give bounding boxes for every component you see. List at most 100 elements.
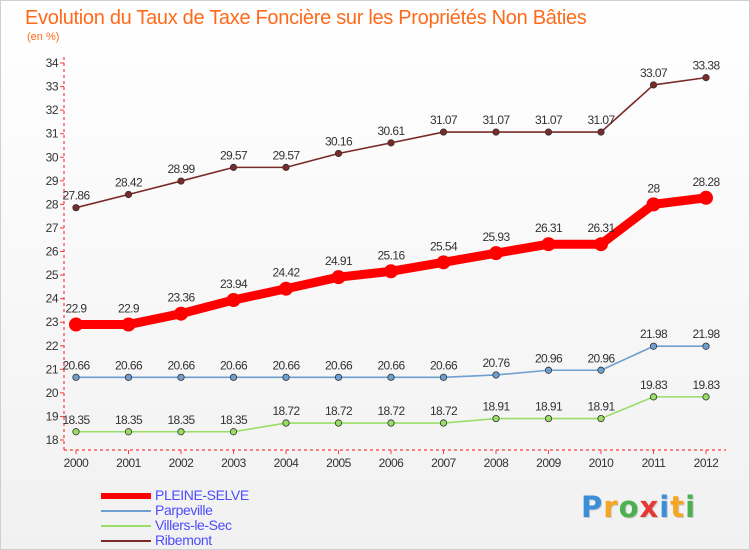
- data-label: 18.72: [377, 404, 405, 418]
- data-label: 33.38: [692, 59, 720, 73]
- data-point: [439, 419, 448, 427]
- logo-letter: i: [685, 490, 697, 524]
- legend-swatch-parpeville: [101, 510, 151, 512]
- data-point: [649, 393, 658, 401]
- data-label: 29.57: [272, 148, 300, 162]
- data-point: [279, 281, 293, 296]
- data-label: 20.96: [587, 351, 615, 365]
- data-label: 31.07: [535, 113, 563, 127]
- data-label: 30.16: [325, 134, 353, 148]
- data-label: 20.66: [272, 358, 300, 372]
- legend-label: Parpeville: [155, 502, 213, 518]
- data-label: 18.35: [167, 413, 195, 427]
- data-label: 23.36: [167, 291, 195, 305]
- data-label: 22.9: [66, 302, 88, 316]
- x-tick-label: 2000: [64, 456, 90, 470]
- data-label: 18.72: [272, 404, 300, 418]
- y-tick-label: 29: [46, 174, 59, 188]
- data-point: [387, 419, 395, 427]
- data-point: [334, 373, 343, 381]
- data-point: [174, 306, 188, 321]
- data-point: [597, 414, 605, 423]
- data-point: [334, 149, 343, 158]
- data-label: 25.93: [482, 230, 510, 244]
- data-label: 29.57: [220, 148, 248, 162]
- legend-swatch-ribemont: [101, 540, 151, 542]
- logo-letter: r: [603, 490, 619, 524]
- y-tick-label: 20: [46, 386, 59, 400]
- logo-letter: i: [659, 490, 671, 524]
- data-point: [387, 139, 395, 147]
- data-point: [492, 371, 500, 379]
- data-label: 26.31: [587, 221, 615, 235]
- x-tick-label: 2002: [169, 456, 195, 470]
- data-point: [334, 419, 343, 427]
- data-label: 24.42: [272, 266, 300, 280]
- data-point: [436, 255, 451, 270]
- data-point: [646, 197, 661, 212]
- data-label: 20.66: [62, 358, 90, 372]
- y-tick-label: 27: [46, 221, 59, 235]
- logo-letter: P: [581, 490, 604, 524]
- data-point: [229, 163, 238, 171]
- data-point: [177, 428, 185, 436]
- data-point: [541, 237, 556, 252]
- data-point: [124, 373, 133, 381]
- data-label: 20.66: [167, 358, 195, 372]
- data-point: [384, 264, 398, 279]
- data-label: 20.66: [325, 358, 353, 372]
- data-point: [544, 366, 553, 374]
- x-tick-label: 2005: [326, 456, 352, 470]
- data-label: 19.83: [692, 378, 720, 392]
- data-point: [229, 428, 238, 436]
- data-point: [69, 317, 83, 332]
- data-label: 20.66: [220, 358, 248, 372]
- legend-swatch-pleine-selve: [101, 493, 151, 499]
- data-point: [594, 237, 608, 252]
- data-label: 20.76: [482, 356, 510, 370]
- data-label: 22.9: [118, 302, 140, 316]
- data-point: [229, 373, 238, 381]
- data-point: [702, 393, 710, 401]
- legend-swatch-villers-le-sec: [101, 525, 151, 527]
- data-point: [702, 74, 710, 82]
- data-point: [282, 419, 290, 427]
- data-point: [597, 366, 605, 374]
- x-tick-label: 2008: [484, 456, 510, 470]
- data-label: 28: [647, 181, 660, 195]
- y-tick-label: 22: [46, 339, 59, 353]
- data-label: 25.16: [377, 248, 405, 262]
- data-label: 31.07: [482, 113, 510, 127]
- logo-letter: t: [670, 490, 686, 524]
- x-tick-label: 2012: [694, 456, 720, 470]
- data-point: [72, 204, 80, 212]
- data-label: 18.35: [62, 413, 90, 427]
- data-point: [492, 128, 500, 136]
- y-tick-label: 28: [46, 197, 59, 211]
- data-label: 24.91: [325, 254, 353, 268]
- x-tick-label: 2004: [274, 456, 300, 470]
- legend-label: Villers-le-Sec: [155, 517, 232, 533]
- data-label: 18.72: [325, 404, 353, 418]
- y-tick-label: 23: [46, 315, 59, 329]
- data-label: 33.07: [640, 66, 668, 80]
- x-tick-label: 2006: [379, 456, 405, 470]
- y-tick-label: 19: [46, 409, 59, 423]
- x-tick-label: 2001: [116, 456, 142, 470]
- data-label: 21.98: [640, 327, 668, 341]
- data-label: 23.94: [220, 277, 248, 291]
- data-point: [177, 177, 185, 185]
- x-tick-label: 2009: [536, 456, 562, 470]
- legend-label: PLEINE-SELVE: [155, 487, 249, 503]
- data-point: [226, 293, 241, 308]
- data-point: [544, 128, 553, 136]
- data-label: 20.66: [430, 358, 458, 372]
- x-tick-label: 2003: [221, 456, 247, 470]
- proxiti-logo: Proxiti: [581, 490, 696, 524]
- data-point: [702, 342, 710, 350]
- data-point: [72, 373, 80, 381]
- data-label: 18.35: [220, 413, 248, 427]
- data-label: 27.86: [62, 189, 90, 203]
- data-label: 26.31: [535, 221, 563, 235]
